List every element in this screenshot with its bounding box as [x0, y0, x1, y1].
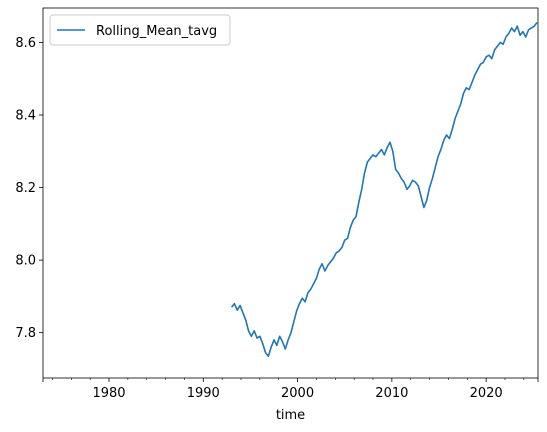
x-tick-label: 2010: [375, 386, 408, 401]
x-tick-label: 2000: [281, 386, 314, 401]
x-tick-label: 2020: [470, 386, 503, 401]
x-tick-label: 1990: [187, 386, 220, 401]
axes-frame: [42, 7, 539, 379]
legend: Rolling_Mean_tavg: [49, 14, 231, 46]
x-tick-label: 1980: [92, 386, 125, 401]
plot-area: [230, 22, 538, 358]
x-axis-title: time: [276, 408, 305, 423]
y-tick-label: 7.8: [15, 326, 36, 341]
legend-box: [49, 14, 231, 46]
series-line-0: [230, 22, 538, 358]
x-axis: 1980 1990 2000 2010 2020: [42, 378, 539, 401]
legend-label: Rolling_Mean_tavg: [96, 24, 217, 39]
y-axis: 7.8 8.0 8.2 8.4 8.6: [15, 36, 43, 341]
y-tick-label: 8.0: [15, 254, 36, 269]
y-tick-label: 8.6: [15, 36, 36, 51]
y-tick-label: 8.4: [15, 109, 36, 124]
y-tick-label: 8.2: [15, 181, 36, 196]
